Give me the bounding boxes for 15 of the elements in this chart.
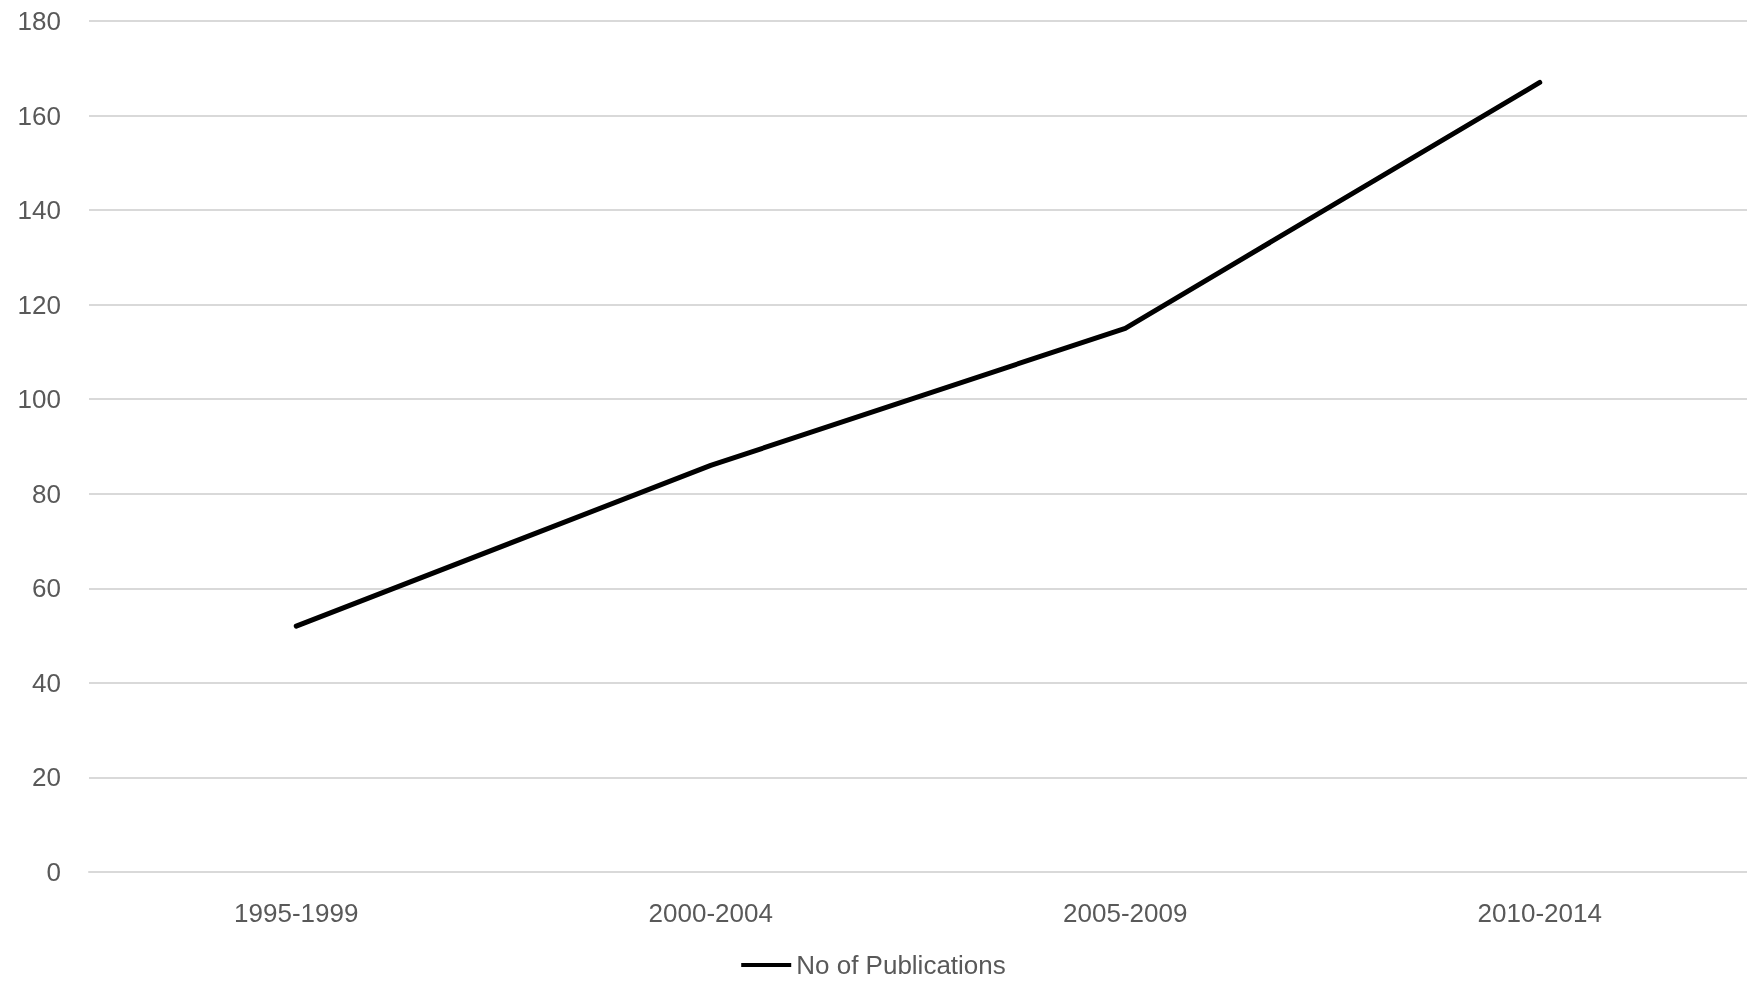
x-tick-label: 2000-2004	[648, 898, 773, 928]
legend-label: No of Publications	[796, 950, 1006, 980]
x-tick-label: 1995-1999	[234, 898, 359, 928]
y-tick-label: 40	[32, 667, 61, 698]
y-tick-label: 140	[17, 195, 61, 226]
y-tick-label: 100	[17, 384, 61, 415]
x-tick-label: 2005-2009	[1063, 898, 1188, 928]
y-tick-label: 0	[46, 857, 61, 887]
y-tick-label: 80	[32, 478, 61, 509]
x-tick-label: 2010-2014	[1477, 898, 1602, 928]
y-tick-label: 160	[17, 100, 61, 131]
y-tick-label: 20	[32, 762, 61, 793]
y-tick-label: 180	[17, 6, 61, 36]
y-tick-label: 120	[17, 289, 61, 320]
y-tick-label: 60	[32, 573, 61, 604]
